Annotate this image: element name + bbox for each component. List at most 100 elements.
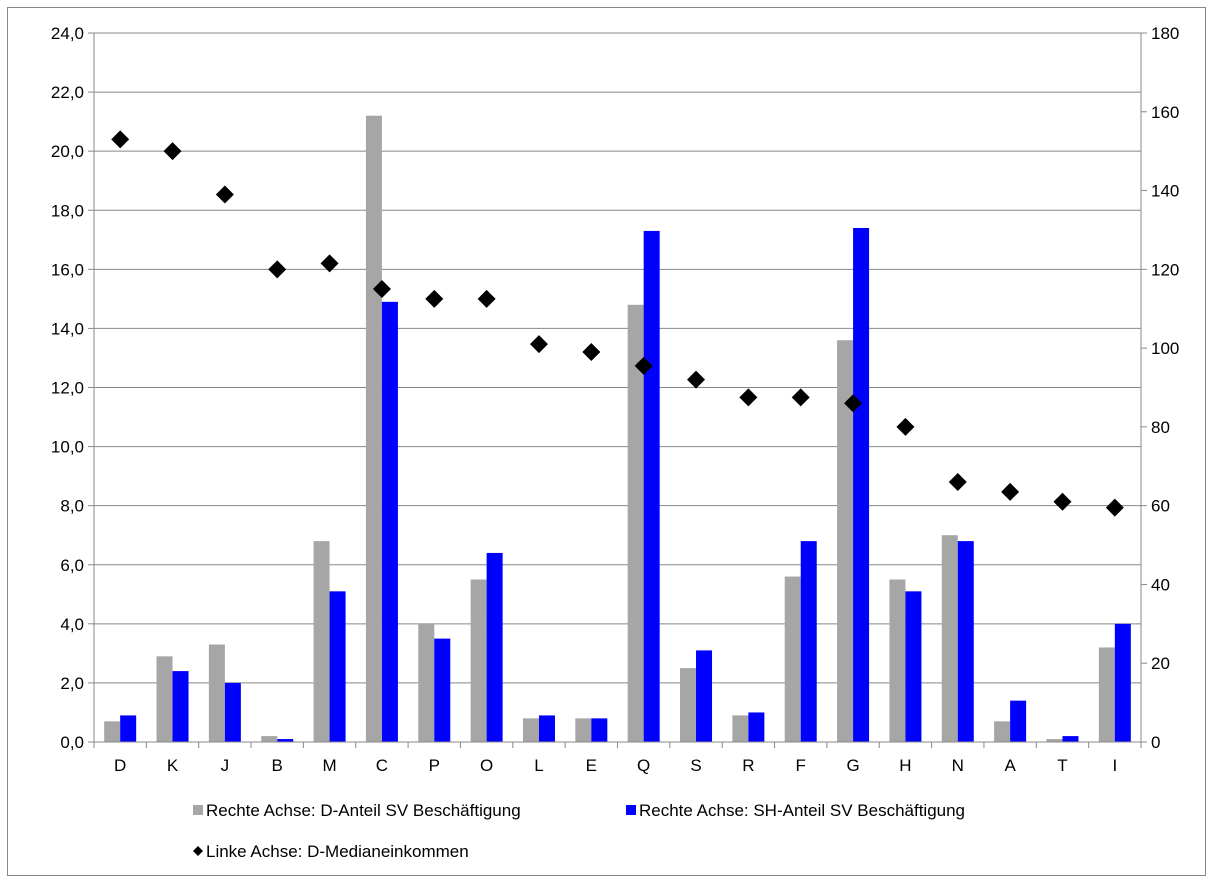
legend-label-sh-anteil: Rechte Achse: SH-Anteil SV Beschäftigung (639, 801, 965, 820)
bar-sh-anteil-M (329, 591, 346, 742)
point-medianeinkommen-O (477, 289, 496, 308)
bar-sh-anteil-L (538, 715, 555, 742)
point-medianeinkommen-P (425, 289, 444, 308)
bar-d-anteil-J (208, 644, 225, 742)
bar-sh-anteil-O (486, 552, 503, 742)
bar-d-anteil-H (889, 579, 906, 742)
x-tick-label: J (221, 756, 230, 775)
bar-sh-anteil-E (591, 718, 608, 742)
point-medianeinkommen-M (320, 254, 339, 273)
bar-d-anteil-E (575, 718, 592, 742)
legend-swatch-sh-anteil (626, 805, 636, 815)
bar-d-anteil-R (732, 715, 749, 742)
left-tick-label: 10,0 (51, 438, 84, 457)
bar-d-anteil-A (994, 721, 1011, 742)
bar-sh-anteil-I (1114, 623, 1131, 742)
bar-sh-anteil-H (905, 591, 922, 742)
x-tick-label: I (1112, 756, 1117, 775)
point-medianeinkommen-H (896, 417, 915, 436)
x-tick-label: E (586, 756, 597, 775)
point-medianeinkommen-B (268, 260, 287, 279)
left-tick-label: 0,0 (60, 733, 84, 752)
x-tick-label: D (114, 756, 126, 775)
bar-sh-anteil-J (224, 682, 241, 742)
left-tick-label: 22,0 (51, 83, 84, 102)
right-tick-label: 80 (1151, 418, 1170, 437)
right-tick-label: 140 (1151, 182, 1179, 201)
left-tick-label: 12,0 (51, 379, 84, 398)
legend-swatch-medianeinkommen (193, 846, 203, 856)
point-medianeinkommen-R (739, 388, 758, 407)
right-tick-label: 100 (1151, 339, 1179, 358)
left-tick-label: 4,0 (60, 615, 84, 634)
point-medianeinkommen-C (372, 280, 391, 299)
bar-d-anteil-G (837, 340, 854, 742)
x-tick-label: B (272, 756, 283, 775)
x-tick-label: T (1057, 756, 1067, 775)
bar-sh-anteil-S (696, 650, 713, 742)
x-tick-label: H (899, 756, 911, 775)
point-medianeinkommen-L (529, 335, 548, 354)
bar-d-anteil-L (522, 718, 539, 742)
x-tick-label: M (322, 756, 336, 775)
right-tick-label: 60 (1151, 497, 1170, 516)
left-tick-label: 8,0 (60, 497, 84, 516)
x-tick-label: Q (637, 756, 650, 775)
left-tick-label: 2,0 (60, 674, 84, 693)
left-tick-label: 24,0 (51, 24, 84, 43)
bar-sh-anteil-B (277, 739, 294, 742)
bar-sh-anteil-T (1062, 736, 1079, 742)
point-medianeinkommen-J (215, 185, 234, 204)
x-tick-label: N (952, 756, 964, 775)
x-tick-label: F (796, 756, 806, 775)
left-tick-label: 14,0 (51, 319, 84, 338)
bar-sh-anteil-F (800, 541, 817, 742)
bar-d-anteil-N (941, 535, 958, 742)
point-medianeinkommen-K (163, 142, 182, 161)
x-tick-label: A (1004, 756, 1016, 775)
point-medianeinkommen-S (687, 370, 706, 389)
bar-d-anteil-B (261, 736, 278, 742)
bar-sh-anteil-D (120, 715, 137, 742)
x-tick-label: P (429, 756, 440, 775)
point-medianeinkommen-F (791, 388, 810, 407)
right-tick-label: 120 (1151, 260, 1179, 279)
point-medianeinkommen-I (1105, 498, 1124, 517)
bar-sh-anteil-C (381, 301, 398, 742)
bar-sh-anteil-K (172, 671, 189, 742)
bar-d-anteil-T (1046, 739, 1063, 742)
bar-sh-anteil-Q (643, 230, 660, 742)
right-tick-label: 20 (1151, 654, 1170, 673)
bar-sh-anteil-N (957, 541, 974, 742)
right-tick-label: 160 (1151, 103, 1179, 122)
point-medianeinkommen-A (1001, 482, 1020, 501)
bar-sh-anteil-P (434, 638, 451, 742)
left-tick-label: 6,0 (60, 556, 84, 575)
bar-d-anteil-S (680, 668, 697, 742)
chart-frame (7, 7, 1206, 876)
x-tick-label: S (690, 756, 701, 775)
bar-d-anteil-I (1098, 647, 1115, 742)
point-medianeinkommen-G (844, 394, 863, 413)
bar-d-anteil-P (418, 623, 435, 742)
x-tick-label: R (742, 756, 754, 775)
x-tick-label: L (534, 756, 543, 775)
legend-label-medianeinkommen: Linke Achse: D-Medianeinkommen (206, 842, 469, 861)
legend-label-d-anteil: Rechte Achse: D-Anteil SV Beschäftigung (206, 801, 521, 820)
point-medianeinkommen-D (111, 130, 130, 149)
bar-d-anteil-D (104, 721, 121, 742)
point-medianeinkommen-E (582, 343, 601, 362)
bar-d-anteil-O (470, 579, 487, 742)
bar-d-anteil-C (365, 115, 382, 742)
point-medianeinkommen-Q (634, 356, 653, 375)
bar-d-anteil-M (313, 541, 330, 742)
legend-swatch-d-anteil (193, 805, 203, 815)
left-tick-label: 18,0 (51, 201, 84, 220)
x-tick-label: O (480, 756, 493, 775)
bar-sh-anteil-A (1010, 700, 1027, 742)
bar-sh-anteil-R (748, 712, 765, 742)
left-tick-label: 20,0 (51, 142, 84, 161)
left-tick-label: 16,0 (51, 260, 84, 279)
bar-sh-anteil-G (853, 227, 870, 743)
